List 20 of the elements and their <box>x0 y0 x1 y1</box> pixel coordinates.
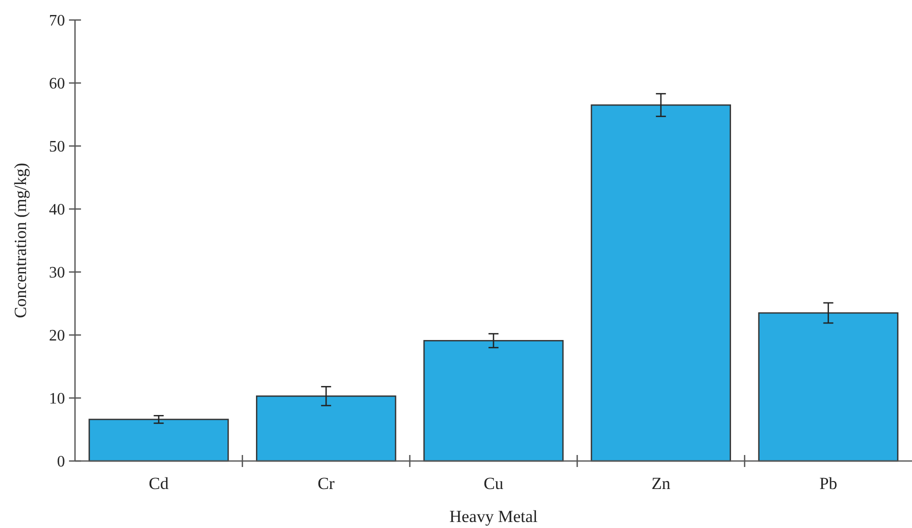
x-tick-label: Pb <box>819 474 838 493</box>
bar <box>256 395 396 462</box>
x-tick-label: Zn <box>651 474 671 493</box>
y-axis-title: Concentration (mg/kg) <box>11 162 30 318</box>
x-tick-label: Cr <box>318 474 335 493</box>
bar <box>758 312 898 462</box>
y-tick-label: 60 <box>49 76 65 93</box>
bar <box>590 104 732 462</box>
y-tick-label: 70 <box>49 12 65 30</box>
y-tick-label: 0 <box>57 454 65 471</box>
y-tick-label: 20 <box>49 328 65 345</box>
x-tick-label: Cd <box>148 474 170 493</box>
x-tick-label: Cu <box>484 474 504 493</box>
bar <box>423 340 564 462</box>
bar <box>88 418 229 462</box>
y-tick-label: 10 <box>49 390 65 408</box>
y-tick-label: 40 <box>49 202 65 219</box>
y-tick-label: 30 <box>49 264 65 282</box>
y-tick-label: 50 <box>49 138 65 156</box>
x-axis-title: Heavy Metal <box>449 507 538 526</box>
